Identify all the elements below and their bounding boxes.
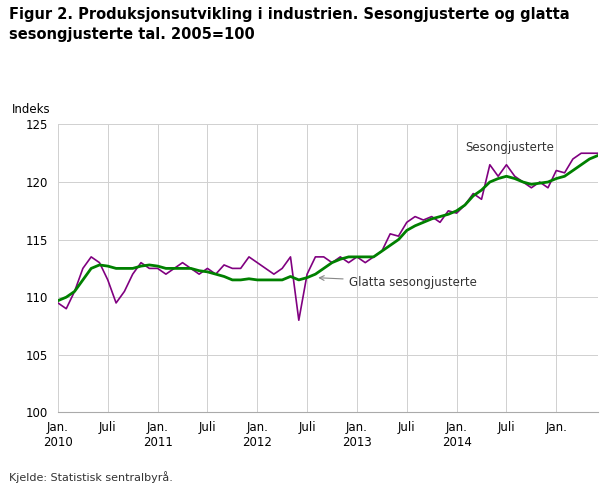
Text: Indeks: Indeks bbox=[12, 103, 51, 116]
Text: Kjelde: Statistisk sentralbyrå.: Kjelde: Statistisk sentralbyrå. bbox=[9, 471, 173, 483]
Text: Glatta sesongjusterte: Glatta sesongjusterte bbox=[320, 276, 476, 289]
Text: Sesongjusterte: Sesongjusterte bbox=[465, 141, 554, 154]
Text: Figur 2. Produksjonsutvikling i industrien. Sesongjusterte og glatta
sesongjuste: Figur 2. Produksjonsutvikling i industri… bbox=[9, 7, 570, 42]
